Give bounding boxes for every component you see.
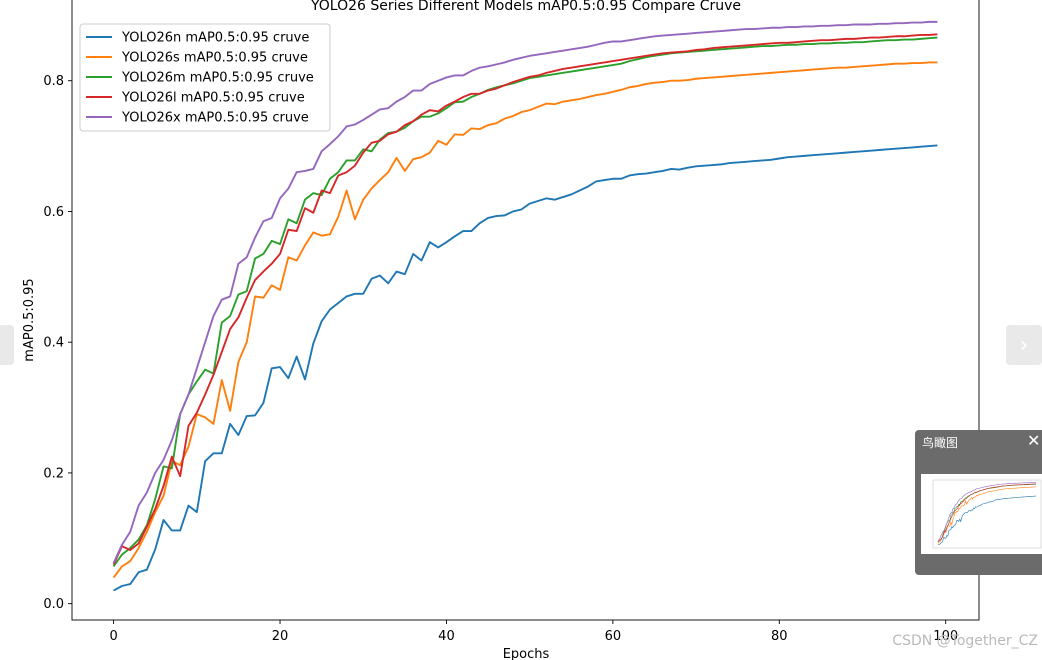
series-line-1: [112, 61, 938, 579]
overview-title: 鸟瞰图: [922, 436, 959, 450]
y-tick-label: 0.6: [43, 205, 64, 220]
x-tick-label: 40: [438, 629, 455, 644]
overview-thumbnail[interactable]: [921, 474, 1042, 554]
thumbnail-chart: [932, 479, 1042, 549]
thumbnail-series-0: [937, 495, 1037, 546]
y-tick-label: 0.8: [43, 74, 64, 89]
series-line-3: [112, 33, 938, 565]
plot-lines: [112, 20, 938, 592]
x-axis: 0 20 40 60 80 100: [109, 620, 958, 644]
series-line-0: [113, 144, 938, 592]
legend-entry: YOLO26s mAP0.5:0.95 cruve: [121, 51, 308, 66]
chart-title: YOLO26 Series Different Models mAP0.5:0.…: [310, 0, 741, 14]
previous-image-button[interactable]: ‹: [0, 325, 14, 365]
x-axis-label: Epochs: [503, 647, 550, 660]
thumbnail-series-2: [937, 483, 1037, 543]
series-line-2: [112, 36, 938, 567]
chevron-right-icon: ›: [1019, 332, 1029, 358]
overview-panel: 鸟瞰图 ✕: [915, 430, 1042, 575]
thumbnail-series-4: [937, 482, 1037, 542]
legend-entry: YOLO26x mAP0.5:0.95 cruve: [121, 111, 309, 126]
y-axis-label: mAP0.5:0.95: [22, 278, 37, 361]
plot-frame: [71, 0, 980, 621]
y-tick-label: 0.2: [43, 466, 64, 481]
series-line-4: [112, 20, 938, 564]
legend-frame: [79, 23, 331, 132]
thumbnail-frame: [932, 479, 1042, 549]
y-axis: 0.0 0.2 0.4 0.6 0.8: [43, 74, 72, 612]
legend-entry: YOLO26l mAP0.5:0.95 cruve: [121, 91, 305, 106]
legend: YOLO26n mAP0.5:0.95 cruve YOLO26s mAP0.5:…: [79, 23, 331, 132]
next-image-button[interactable]: ›: [1006, 325, 1042, 365]
thumbnail-lines: [937, 482, 1037, 546]
legend-entry: YOLO26n mAP0.5:0.95 cruve: [121, 31, 309, 46]
x-tick-label: 80: [771, 629, 788, 644]
x-tick-label: 0: [109, 629, 117, 644]
x-tick-label: 100: [933, 629, 958, 644]
thumbnail-series-3: [937, 483, 1037, 543]
watermark: CSDN @Together_CZ: [892, 633, 1038, 649]
x-tick-label: 60: [605, 629, 622, 644]
legend-entry: YOLO26m mAP0.5:0.95 cruve: [121, 71, 314, 86]
thumbnail-series-1: [937, 486, 1037, 544]
y-tick-label: 0.4: [43, 336, 64, 351]
x-tick-label: 20: [272, 629, 289, 644]
y-tick-label: 0.0: [43, 597, 64, 612]
close-icon[interactable]: ✕: [1027, 431, 1041, 450]
